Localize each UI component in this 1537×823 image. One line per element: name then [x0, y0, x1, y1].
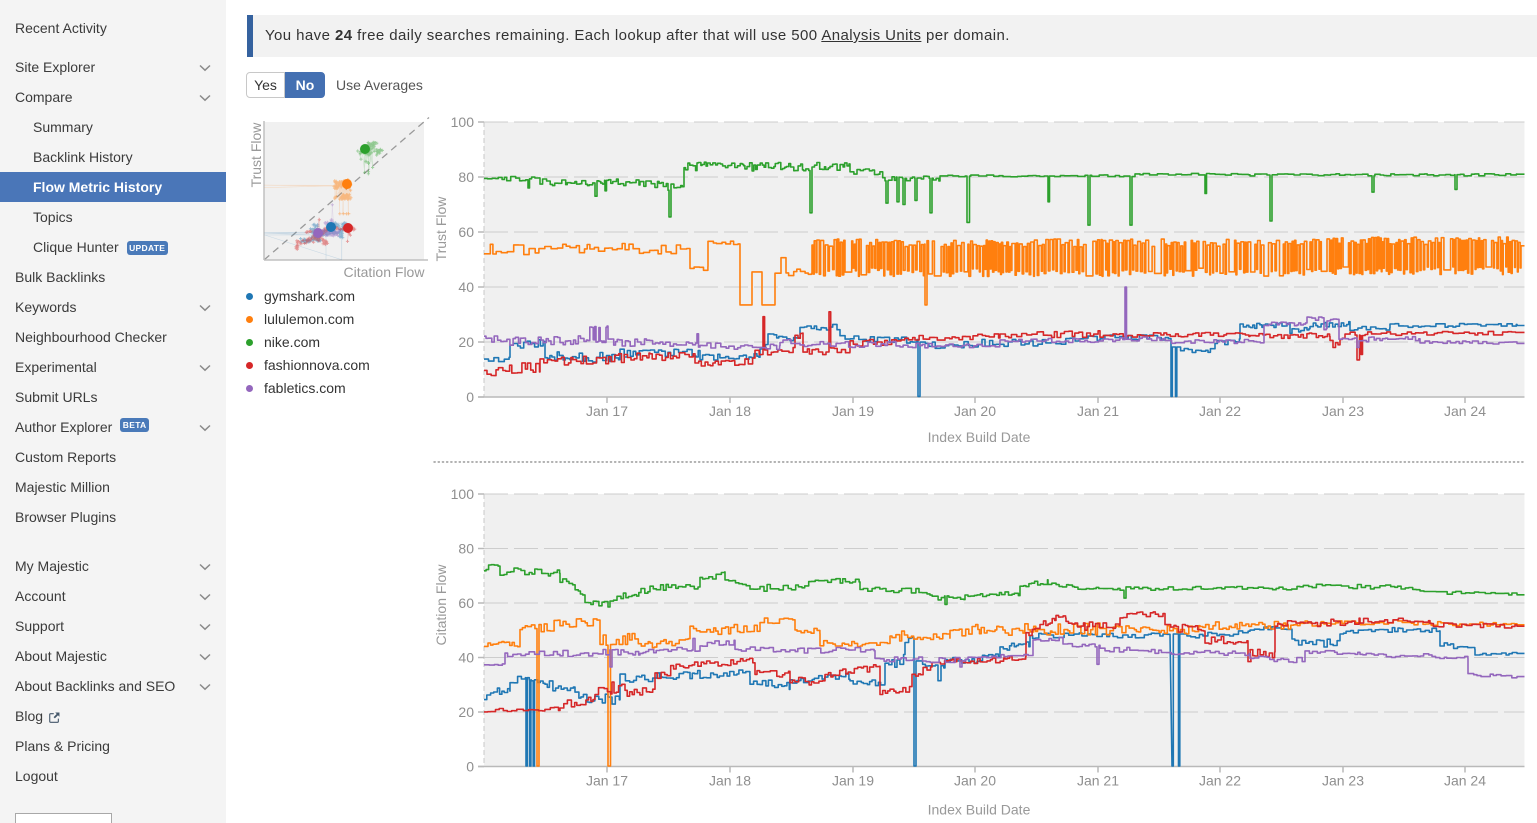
- svg-text:40: 40: [458, 279, 474, 295]
- svg-text:Index Build Date: Index Build Date: [928, 802, 1031, 818]
- svg-text:Citation Flow: Citation Flow: [433, 564, 449, 646]
- svg-text:Index Build Date: Index Build Date: [928, 429, 1031, 445]
- svg-text:60: 60: [458, 595, 474, 611]
- svg-text:Jan 21: Jan 21: [1077, 403, 1119, 419]
- svg-text:80: 80: [458, 169, 474, 185]
- svg-text:100: 100: [451, 114, 475, 130]
- svg-text:Jan 23: Jan 23: [1322, 403, 1364, 419]
- svg-text:Trust Flow: Trust Flow: [433, 196, 449, 262]
- svg-text:0: 0: [466, 389, 474, 405]
- svg-text:20: 20: [458, 704, 474, 720]
- svg-text:60: 60: [458, 224, 474, 240]
- svg-text:Jan 19: Jan 19: [832, 403, 874, 419]
- svg-text:100: 100: [451, 486, 475, 502]
- svg-text:0: 0: [466, 759, 474, 775]
- svg-text:Jan 24: Jan 24: [1444, 403, 1486, 419]
- svg-text:Jan 19: Jan 19: [832, 773, 874, 789]
- svg-text:Jan 22: Jan 22: [1199, 403, 1241, 419]
- svg-text:40: 40: [458, 650, 474, 666]
- svg-text:Jan 18: Jan 18: [709, 773, 751, 789]
- svg-text:Jan 17: Jan 17: [586, 773, 628, 789]
- svg-text:80: 80: [458, 541, 474, 557]
- svg-text:Jan 17: Jan 17: [586, 403, 628, 419]
- svg-text:20: 20: [458, 334, 474, 350]
- svg-text:Jan 24: Jan 24: [1444, 773, 1486, 789]
- svg-text:Jan 18: Jan 18: [709, 403, 751, 419]
- svg-text:Jan 20: Jan 20: [954, 773, 996, 789]
- svg-text:Trust Flow: Trust Flow: [248, 122, 264, 188]
- svg-text:Jan 23: Jan 23: [1322, 773, 1364, 789]
- svg-text:Jan 22: Jan 22: [1199, 773, 1241, 789]
- svg-text:Jan 20: Jan 20: [954, 403, 996, 419]
- svg-text:Citation Flow: Citation Flow: [344, 264, 426, 280]
- svg-text:Jan 21: Jan 21: [1077, 773, 1119, 789]
